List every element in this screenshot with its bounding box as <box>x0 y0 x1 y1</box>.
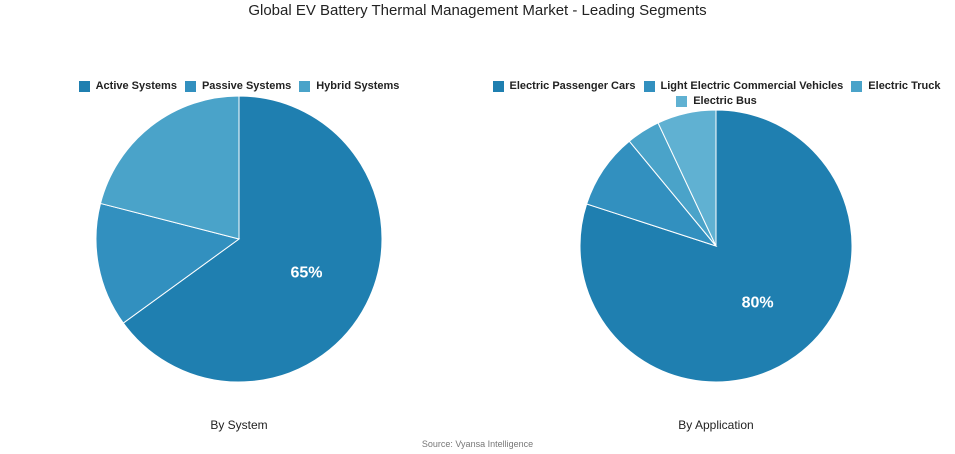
legend-swatch <box>184 81 196 92</box>
system-legend: Active Systems Passive Systems Hybrid Sy… <box>20 79 458 94</box>
data-label-active-systems: 65% <box>290 265 322 282</box>
legend-swatch <box>643 81 655 92</box>
legend-label: Electric Bus <box>693 95 757 107</box>
pie-slice-passive-systems[interactable] <box>95 202 241 324</box>
legend-swatch <box>492 81 504 92</box>
legend-label: Light Electric Commercial Vehicles <box>660 80 844 92</box>
legend-swatch <box>676 96 688 107</box>
legend-swatch <box>299 81 311 92</box>
pie-slice-active-systems[interactable] <box>122 95 383 383</box>
pie-slice-electric-bus[interactable] <box>657 109 717 247</box>
application-pie-chart: 80% <box>579 109 853 383</box>
application-chart-panel: Electric Passenger Cars Light Electric C… <box>478 0 955 454</box>
source-note: Source: Vyansa Intelligence <box>421 439 534 449</box>
legend-label: Electric Truck <box>868 80 941 92</box>
system-chart-panel: Active Systems Passive Systems Hybrid Sy… <box>20 79 458 432</box>
legend-item-electric-bus[interactable]: Electric Bus <box>676 94 757 109</box>
data-label-electric-passenger-cars: 80% <box>742 294 774 311</box>
legend-item-passive-systems[interactable]: Passive Systems <box>184 79 292 94</box>
legend-item-active-systems[interactable]: Active Systems <box>78 79 177 94</box>
legend-label: Passive Systems <box>201 80 292 92</box>
legend-label: Active Systems <box>95 80 177 92</box>
legend-swatch <box>851 81 863 92</box>
legend-swatch <box>78 81 90 92</box>
system-pie-chart: 65% <box>95 95 383 383</box>
system-axis-label: By System <box>210 418 268 432</box>
legend-label: Electric Passenger Cars <box>509 80 636 92</box>
pie-slice-hybrid-systems[interactable] <box>99 95 240 240</box>
legend-label: Hybrid Systems <box>316 80 400 92</box>
application-legend: Electric Passenger Cars Light Electric C… <box>483 79 950 109</box>
legend-item-electric-passenger-cars[interactable]: Electric Passenger Cars <box>492 79 636 94</box>
application-axis-label: By Application <box>678 418 754 432</box>
legend-item-hybrid-systems[interactable]: Hybrid Systems <box>299 79 399 94</box>
chart-title: Global EV Battery Thermal Management Mar… <box>248 2 707 19</box>
legend-item-light-electric-commercial-vehicles[interactable]: Light Electric Commercial Vehicles <box>643 79 844 94</box>
legend-item-electric-truck[interactable]: Electric Truck <box>851 79 940 94</box>
